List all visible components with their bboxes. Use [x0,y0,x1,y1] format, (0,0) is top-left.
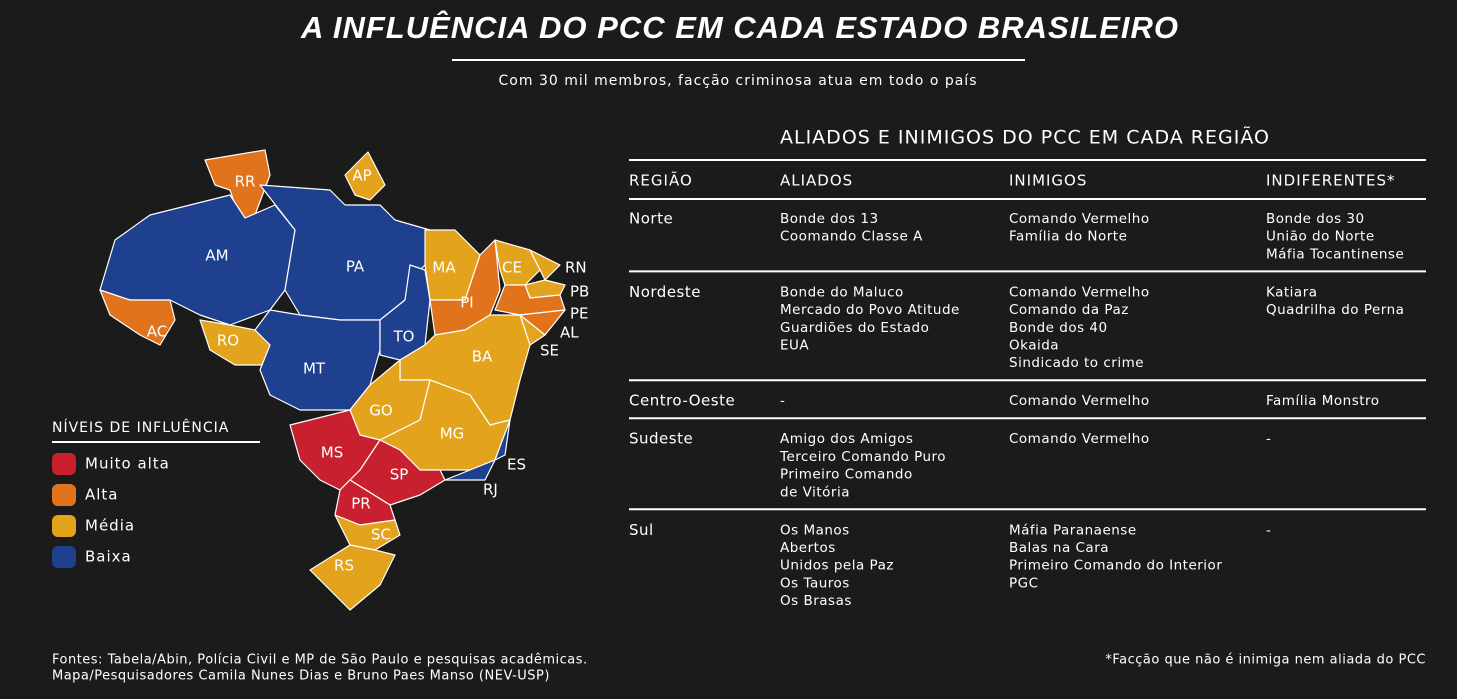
cell-line: Comando Vermelho [1009,284,1150,300]
state-label: PA [346,258,365,276]
cell-line: Bonde dos 30 [1266,211,1365,227]
cell-line: Os Brasas [780,593,852,609]
cell-line: Bonde do Maluco [780,284,904,300]
region: Nordeste [629,283,701,301]
state-label: SE [540,342,559,360]
state-label: AL [560,324,579,342]
cell-line: Guardiões do Estado [780,320,929,336]
state-label: AC [147,323,167,341]
cell-line: Primeiro Comando [780,467,913,483]
cell-line: PGC [1009,575,1039,591]
cell-line: Comando Vermelho [1009,431,1150,447]
legend-label: Muito alta [85,455,170,473]
state-es [494,419,511,461]
table: REGIÃO ALIADOS INIMIGOS INDIFERENTES* Norte B… [629,159,1426,609]
cell-line: Abertos [780,540,836,556]
state-label: AP [352,167,371,185]
cell-line: Coomando Classe A [780,229,923,245]
legend-swatch [52,515,76,537]
legend-label: Baixa [85,548,132,566]
state-label: TO [393,328,415,346]
cell-line: de Vitória [780,484,850,500]
cell-line: Os Tauros [780,575,850,591]
region: Sul [629,521,654,539]
state-label: ES [507,456,526,474]
state-label: MA [432,259,456,277]
cell-line: Comando Vermelho [1009,393,1150,409]
state-label: MT [303,360,326,378]
cell-line: Máfia Tocantinense [1266,246,1404,262]
state-label: RJ [483,481,498,499]
cell-line: - [780,393,785,409]
cell-line: Bonde dos 13 [780,211,879,227]
state-label: MG [440,425,465,443]
cell-line: Bonde dos 40 [1009,320,1108,336]
note: *Facção que não é inimiga nem aliada do … [1105,653,1426,668]
state-label: GO [369,402,392,420]
cell-line: Terceiro Comando Puro [779,449,946,465]
legend-swatch [52,484,76,506]
state-label: BA [472,348,493,366]
cell-line: Família Monstro [1266,393,1380,409]
subtitle: Com 30 mil membros, facção criminosa atu… [499,73,978,89]
state-label: RR [235,173,256,191]
legend-swatch [52,453,76,475]
cell-line: Mercado do Povo Atitude [780,302,960,318]
state-label: CE [502,259,522,277]
cell-line: Balas na Cara [1009,540,1109,556]
cell-line: Amigo dos Amigos [780,431,913,447]
state-label: RS [334,557,354,575]
column-header: REGIÃO [629,171,693,190]
column-header: INIMIGOS [1009,172,1087,190]
region: Sudeste [629,430,693,448]
state-label: PE [570,305,589,323]
region: Norte [629,210,673,228]
sources: Mapa/Pesquisadores Camila Nunes Dias e B… [52,669,550,684]
cell-line: Unidos pela Paz [780,558,894,574]
cell-line: Primeiro Comando do Interior [1009,558,1222,574]
cell-line: - [1266,431,1271,447]
column-header: ALIADOS [780,172,853,190]
state-label: RN [565,259,587,277]
cell-line: Máfia Paranaense [1009,522,1137,538]
cell-line: Os Manos [780,522,850,538]
state-label: RO [217,332,239,350]
state-labels: RR AP AM AC RO PA MT TO MA PI CE RN PB P… [147,167,590,575]
cell-line: Okaida [1009,338,1059,354]
cell-line: Sindicado to crime [1009,355,1144,371]
map [99,149,566,611]
sources: Fontes: Tabela/Abin, Polícia Civil e MP … [52,653,588,668]
state-ac [99,289,176,346]
cell-line: Katiara [1266,284,1318,300]
legend-label: Média [85,517,135,535]
cell-line: Comando da Paz [1009,302,1129,318]
state-label: MS [321,444,343,462]
state-ap [344,151,386,201]
state-label: AM [205,247,228,265]
legend: Muito alta Alta Média Baixa [52,453,170,568]
legend-swatch [52,546,76,568]
state-label: SP [390,466,409,484]
cell-line: Família do Norte [1009,229,1127,245]
region: Centro-Oeste [629,392,735,410]
state-label: PR [351,495,370,513]
cell-line: União do Norte [1266,229,1375,245]
state-label: PI [460,294,473,312]
cell-line: - [1266,522,1271,538]
state-label: PB [570,283,589,301]
legend-title: NÍVEIS DE INFLUÊNCIA [52,418,229,436]
table-title: ALIADOS E INIMIGOS DO PCC EM CADA REGIÃO [780,126,1270,149]
column-header: INDIFERENTES* [1266,172,1396,190]
state-rj [444,459,496,481]
cell-line: EUA [780,338,809,354]
cell-line: Comando Vermelho [1009,211,1150,227]
state-label: SC [371,526,391,544]
state-pe [494,284,566,316]
title: A INFLUÊNCIA DO PCC EM CADA ESTADO BRASI… [300,9,1179,45]
legend-label: Alta [85,486,119,504]
cell-line: Quadrilha do Perna [1266,302,1404,318]
state-rs [309,544,396,611]
